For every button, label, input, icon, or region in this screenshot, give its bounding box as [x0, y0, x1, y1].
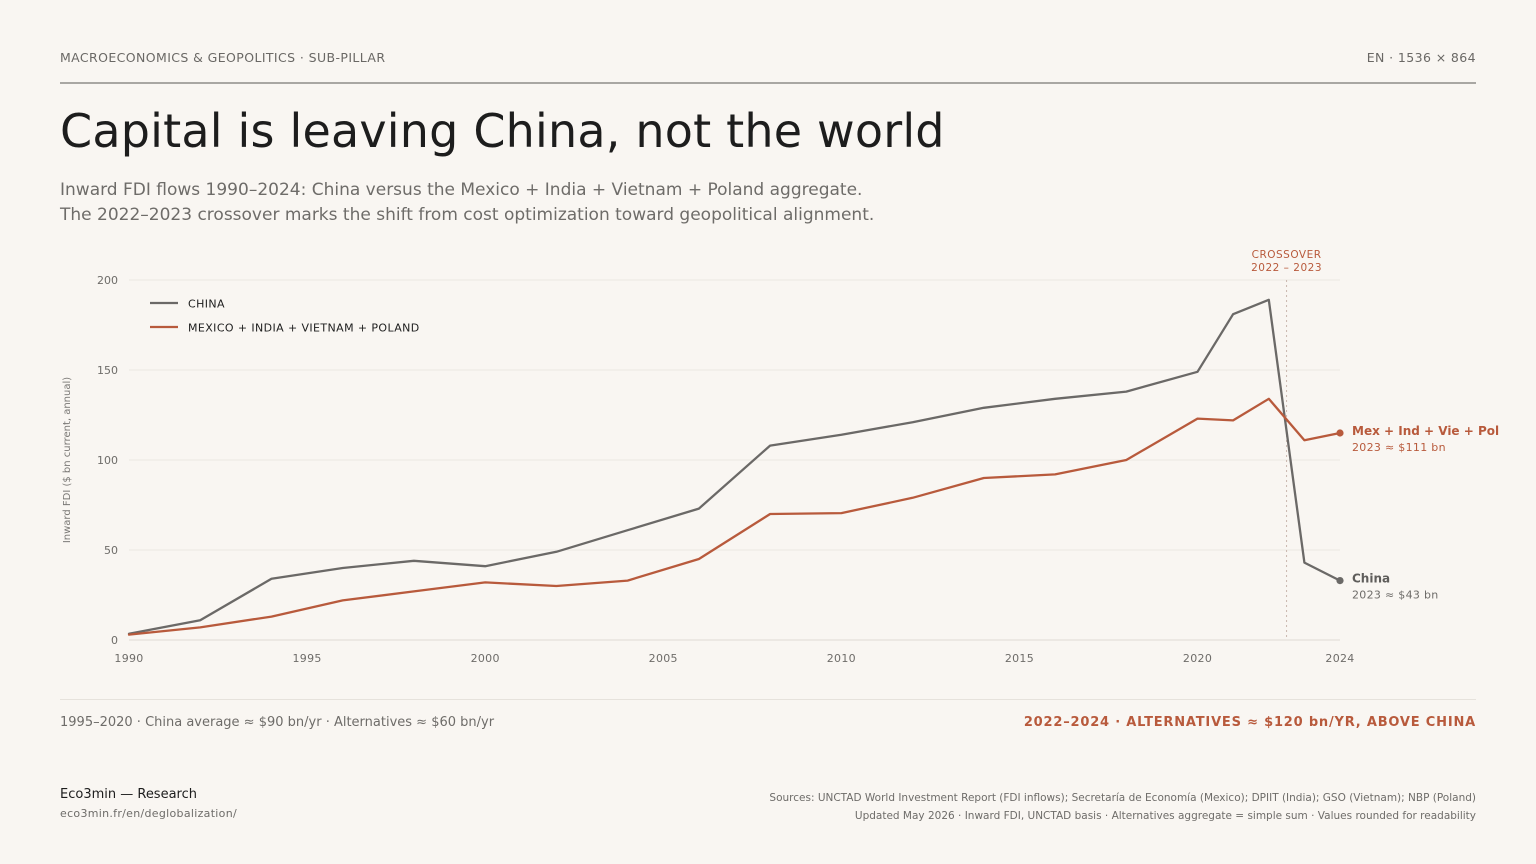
crossover-years: 2022 – 2023 [1251, 262, 1322, 274]
footer-divider [60, 699, 1476, 700]
x-axis-ticks: 1990 1995 2000 2005 2010 2015 2020 2024 [114, 652, 1354, 665]
sources-line-2: Updated May 2026 · Inward FDI, UNCTAD ba… [854, 810, 1476, 822]
y-tick-label: 100 [97, 454, 118, 467]
y-tick-label: 200 [97, 274, 118, 287]
x-tick-label: 1995 [292, 652, 321, 665]
series-end-point-china [1336, 577, 1344, 585]
y-axis-label: Inward FDI ($ bn current, annual) [62, 377, 73, 543]
end-label-alternatives: Mex + Ind + Vie + Pol [1352, 424, 1499, 438]
crossover-annotation: CROSSOVER 2022 – 2023 [1251, 249, 1322, 640]
x-tick-label: 2015 [1005, 652, 1034, 665]
x-tick-label: 2005 [649, 652, 678, 665]
y-tick-label: 150 [97, 364, 118, 377]
end-value-china: 2023 ≈ $43 bn [1352, 589, 1439, 602]
y-tick-label: 50 [104, 544, 118, 557]
sources-line-1: Sources: UNCTAD World Investment Report … [769, 792, 1476, 804]
subtitle-line-2: The 2022–2023 crossover marks the shift … [60, 205, 875, 225]
brand-url: eco3min.fr/en/deglobalization/ [60, 807, 237, 820]
end-value-alternatives: 2023 ≈ $111 bn [1352, 441, 1446, 454]
x-tick-label: 2010 [827, 652, 856, 665]
x-tick-label: 2000 [471, 652, 500, 665]
end-label-china: China [1352, 572, 1390, 586]
page-title: Capital is leaving China, not the world [60, 104, 945, 158]
page-subtitle: Inward FDI flows 1990–2024: China versus… [60, 178, 874, 228]
legend-label-alternatives: MEXICO + INDIA + VIETNAM + POLAND [188, 322, 420, 335]
top-bar: MACROECONOMICS & GEOPOLITICS · SUB-PILLA… [60, 50, 1476, 84]
series-end-point-alternatives [1336, 429, 1344, 437]
chart-series [127, 298, 1344, 636]
y-tick-label: 0 [111, 634, 118, 647]
series-line-alternatives [127, 397, 1342, 636]
x-tick-label: 2020 [1183, 652, 1212, 665]
chart-grid [129, 279, 1340, 641]
fdi-line-chart: 0 50 100 150 200 1990 1995 2000 2005 2010 2015 202… [62, 249, 1499, 665]
crossover-label: CROSSOVER [1252, 249, 1322, 261]
brand-name: Eco3min — Research [60, 787, 197, 802]
y-axis-ticks: 0 50 100 150 200 [97, 274, 118, 647]
x-tick-label: 2024 [1325, 652, 1354, 665]
subtitle-line-1: Inward FDI flows 1990–2024: China versus… [60, 180, 863, 200]
series-end-labels: Mex + Ind + Vie + Pol 2023 ≈ $111 bn Chi… [1352, 424, 1499, 602]
sources-note: Sources: UNCTAD World Investment Report … [769, 789, 1476, 825]
legend-label-china: CHINA [188, 298, 225, 311]
section-kicker: MACROECONOMICS & GEOPOLITICS · SUB-PILLA… [60, 50, 386, 65]
historical-stat: 1995–2020 · China average ≈ $90 bn/yr · … [60, 715, 495, 730]
series-line-china [127, 298, 1342, 635]
x-tick-label: 1990 [114, 652, 143, 665]
recent-stat-highlight: 2022–2024 · ALTERNATIVES ≈ $120 bn/YR, A… [1023, 715, 1476, 730]
chart-legend: CHINA MEXICO + INDIA + VIETNAM + POLAND [150, 298, 420, 335]
format-meta: EN · 1536 × 864 [1366, 50, 1476, 65]
